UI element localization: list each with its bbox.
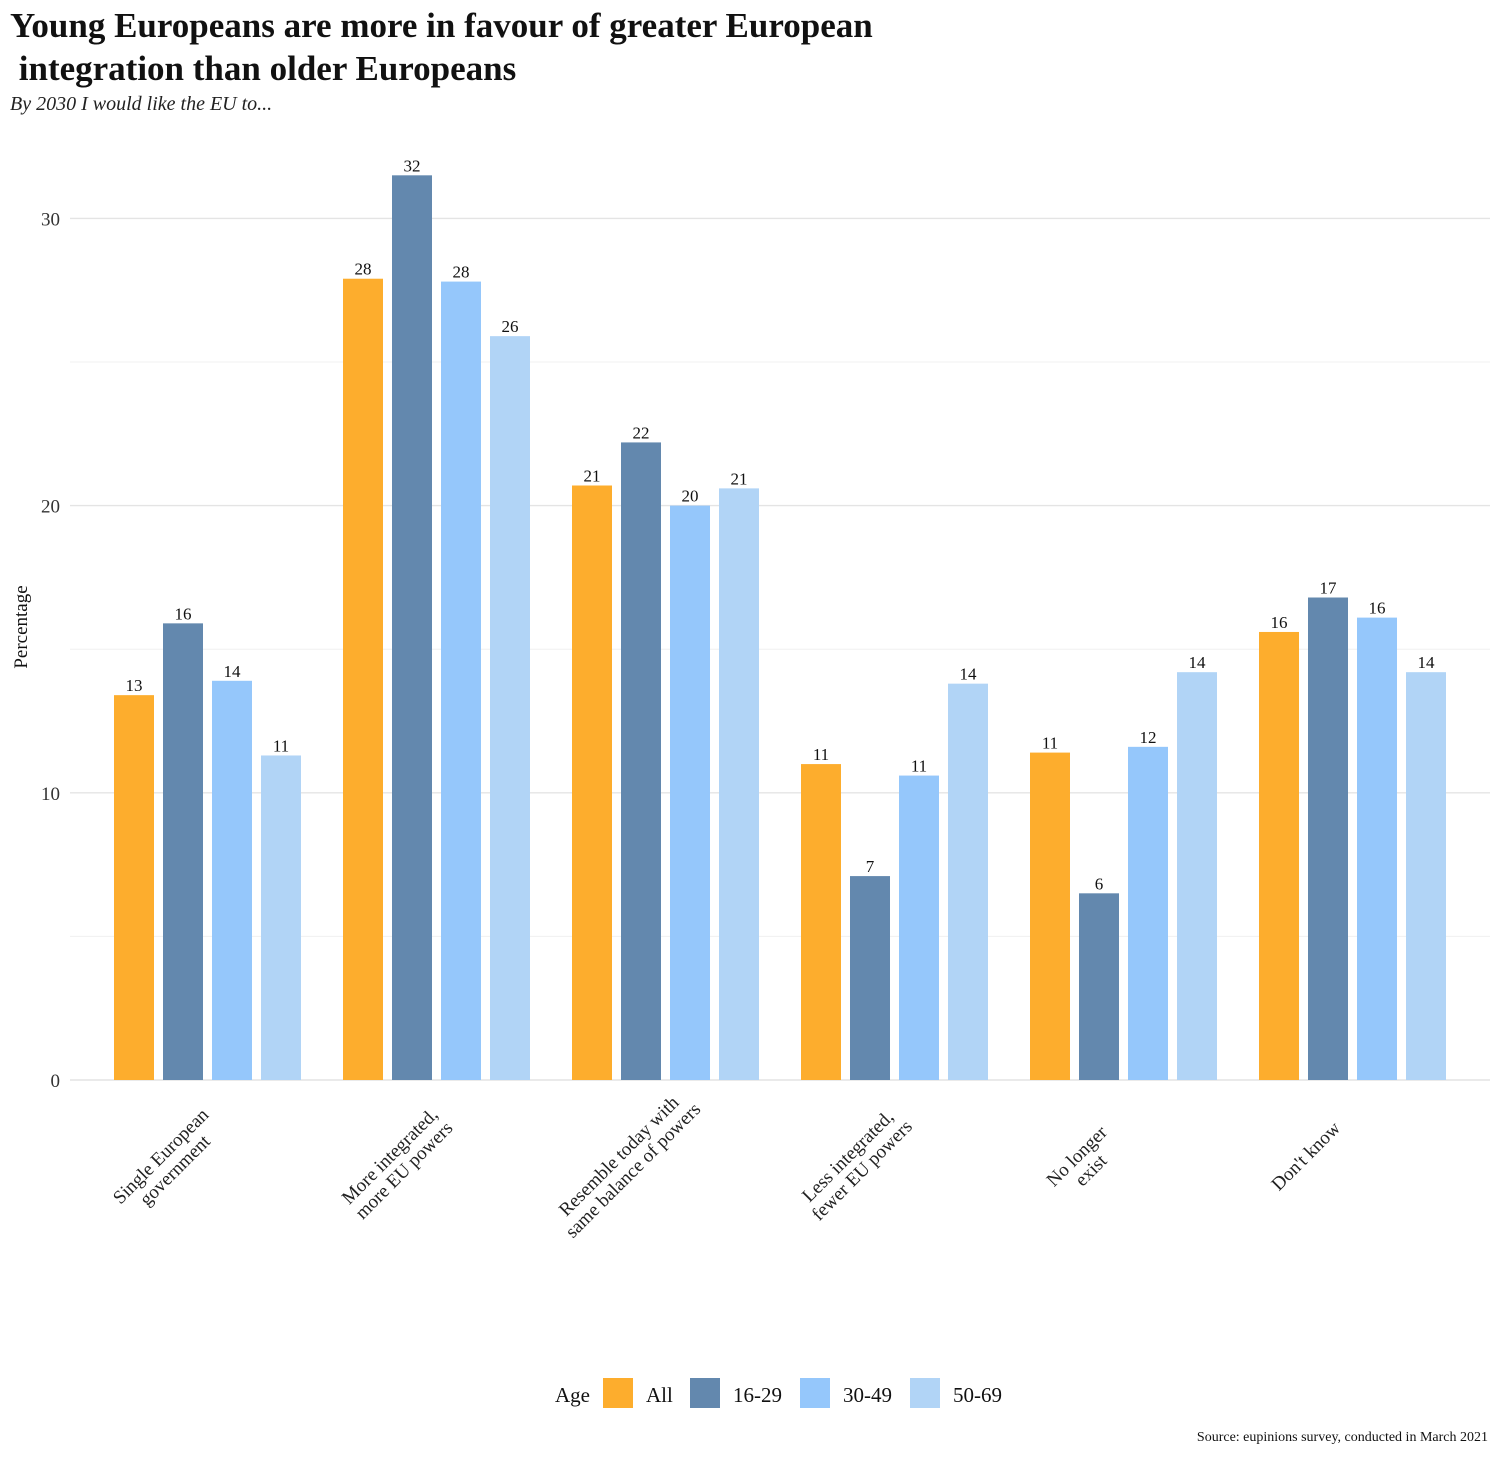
- bar: [1177, 672, 1217, 1080]
- bar-value-label: 14: [960, 665, 978, 684]
- x-category-label: Don't know: [1268, 1118, 1346, 1196]
- legend-title: Age: [555, 1383, 590, 1407]
- source-note: Source: eupinions survey, conducted in M…: [1196, 1430, 1488, 1445]
- y-tick-label: 0: [51, 1071, 61, 1092]
- bar-value-label: 11: [911, 757, 927, 776]
- x-category-label: Resemble today withsame balance of power…: [547, 1085, 705, 1243]
- bar-value-label: 28: [453, 263, 470, 282]
- legend-label: 50-69: [953, 1383, 1002, 1407]
- bar-value-label: 28: [355, 260, 372, 279]
- bar: [948, 683, 988, 1080]
- bar-value-label: 11: [1042, 734, 1058, 753]
- bar: [1079, 893, 1119, 1080]
- bar-value-label: 6: [1095, 874, 1104, 893]
- bar-value-label: 20: [682, 487, 699, 506]
- bar: [212, 680, 252, 1080]
- bar: [261, 755, 301, 1080]
- bar-value-label: 22: [633, 423, 650, 442]
- x-axis: Single Europeangovernment More integrated…: [109, 1085, 1346, 1243]
- legend-swatch: [910, 1378, 940, 1408]
- bar: [1357, 617, 1397, 1080]
- bar-value-label: 14: [1418, 653, 1436, 672]
- x-category-label: More integrated,more EU powers: [337, 1104, 457, 1224]
- bar-value-label: 16: [1271, 613, 1288, 632]
- legend-swatch: [603, 1378, 633, 1408]
- x-category-label: Single Europeangovernment: [109, 1104, 228, 1223]
- bar-value-label: 13: [126, 676, 143, 695]
- gridlines: [70, 217, 1490, 1081]
- bar: [1406, 672, 1446, 1080]
- bar: [621, 442, 661, 1080]
- bar-value-label: 16: [175, 604, 192, 623]
- bar: [1128, 746, 1168, 1080]
- bar: [163, 623, 203, 1080]
- y-tick-label: 20: [41, 497, 60, 518]
- bar-value-label: 26: [502, 317, 519, 336]
- legend-swatch: [800, 1378, 830, 1408]
- legend-swatch: [690, 1378, 720, 1408]
- bar-value-label: 17: [1320, 579, 1338, 598]
- bar-value-label: 32: [404, 156, 421, 175]
- bar-value-label: 7: [866, 857, 875, 876]
- bar: [801, 764, 841, 1080]
- bar: [392, 175, 432, 1080]
- y-tick-label: 10: [41, 784, 60, 805]
- bar-value-label: 14: [224, 662, 242, 681]
- legend-label: 16-29: [733, 1383, 782, 1407]
- y-axis-label: Percentage: [11, 585, 32, 668]
- bar-value-label: 12: [1140, 728, 1157, 747]
- bars: 13 16 14 11 28 32 28 26 21 22 20 21 11 7 11 14 11 6 12 14 16…: [114, 156, 1446, 1081]
- chart-title: Young Europeans are more in favour of gr…: [10, 6, 873, 88]
- bar: [441, 281, 481, 1081]
- x-category-label: Less integrated,fewer EU powers: [794, 1102, 917, 1225]
- bar: [490, 336, 530, 1081]
- x-category-label: No longerexist: [1043, 1122, 1127, 1206]
- y-axis: 0 10 20 30 Percentage: [11, 209, 60, 1092]
- bar: [670, 505, 710, 1081]
- bar-value-label: 16: [1369, 599, 1386, 618]
- bar: [343, 278, 383, 1080]
- bar: [899, 775, 939, 1080]
- bar-value-label: 11: [813, 745, 829, 764]
- y-tick-label: 30: [41, 209, 60, 230]
- bar-value-label: 21: [731, 469, 748, 488]
- bar: [114, 695, 154, 1080]
- bar-value-label: 11: [273, 736, 289, 755]
- bar: [719, 488, 759, 1080]
- bar: [850, 876, 890, 1080]
- bar-value-label: 21: [584, 466, 601, 485]
- bar: [1308, 597, 1348, 1080]
- bar: [1259, 631, 1299, 1080]
- bar: [1030, 752, 1070, 1080]
- legend-label: 30-49: [843, 1383, 892, 1407]
- chart-subtitle: By 2030 I would like the EU to...: [10, 93, 273, 115]
- bar: [572, 485, 612, 1081]
- bar-value-label: 14: [1189, 653, 1207, 672]
- legend-label: All: [646, 1383, 673, 1407]
- legend: Age All 16-29 30-49 50-69: [555, 1378, 1002, 1408]
